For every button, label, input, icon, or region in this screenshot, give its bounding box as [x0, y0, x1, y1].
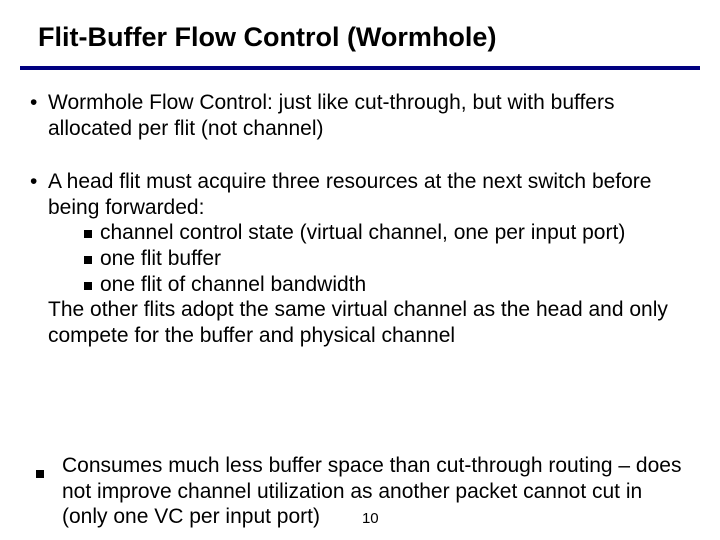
bullet-1-text: Wormhole Flow Control: just like cut-thr…: [48, 90, 690, 141]
bullet-2: • A head flit must acquire three resourc…: [30, 169, 690, 348]
square-bullet-icon: [84, 230, 92, 238]
square-bullet-icon: [84, 256, 92, 264]
square-bullet-icon: [84, 282, 92, 290]
title-rule: [20, 66, 700, 70]
square-bullet-icon: [30, 453, 62, 486]
bullet-3-text: Consumes much less buffer space than cut…: [62, 453, 690, 530]
bullet-dot-icon: •: [30, 90, 48, 141]
bullet-3: Consumes much less buffer space than cut…: [30, 453, 690, 530]
sub-bullet-1-text: channel control state (virtual channel, …: [100, 221, 625, 244]
slide: Flit-Buffer Flow Control (Wormhole) • Wo…: [0, 0, 720, 540]
bullet-2-intro: A head flit must acquire three resources…: [48, 169, 690, 220]
sub-bullet-2: one flit buffer: [30, 246, 690, 272]
slide-title: Flit-Buffer Flow Control (Wormhole): [38, 22, 496, 53]
bullet-dot-icon: •: [30, 169, 48, 220]
bullet-2-outro: The other flits adopt the same virtual c…: [30, 297, 690, 348]
sub-bullet-3: one flit of channel bandwidth: [30, 272, 690, 298]
slide-body: • Wormhole Flow Control: just like cut-t…: [30, 90, 690, 376]
sub-bullet-2-text: one flit buffer: [100, 247, 221, 270]
bullet-1: • Wormhole Flow Control: just like cut-t…: [30, 90, 690, 141]
page-number: 10: [320, 510, 379, 528]
sub-bullet-3-text: one flit of channel bandwidth: [100, 273, 366, 296]
sub-bullet-1: channel control state (virtual channel, …: [30, 220, 690, 246]
